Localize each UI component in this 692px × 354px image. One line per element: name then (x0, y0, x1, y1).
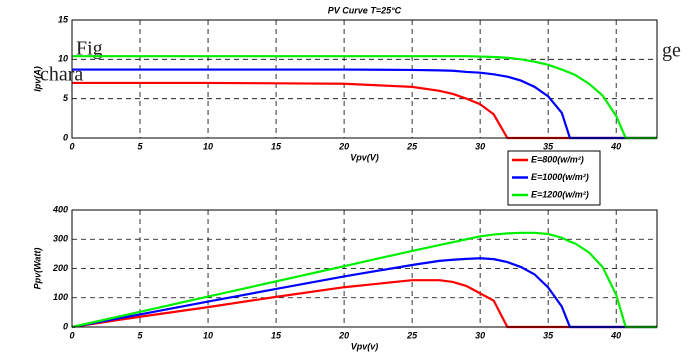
series-line (72, 81, 657, 140)
y-tick-label: 5 (63, 93, 69, 103)
x-tick-label: 5 (138, 330, 144, 340)
x-tick-label: 15 (271, 141, 282, 151)
x-tick-label: 15 (271, 330, 282, 340)
x-tick-label: 5 (138, 141, 144, 151)
legend-label: E=1000(w/m²) (531, 172, 589, 182)
caption-fragment: Fig (76, 38, 103, 60)
x-tick-label: 40 (610, 330, 621, 340)
x-axis-label: Vpv(v) (351, 341, 379, 351)
x-tick-label: 30 (475, 330, 485, 340)
y-tick-label: 15 (58, 14, 69, 24)
y-tick-label: 10 (58, 54, 68, 64)
y-tick-label: 300 (53, 234, 68, 244)
y-tick-label: 0 (63, 132, 68, 142)
y-axis-label: Ppv(Watt) (32, 248, 42, 290)
x-tick-label: 25 (406, 330, 418, 340)
plot-frame (71, 209, 658, 328)
x-tick-label: 35 (543, 330, 554, 340)
x-tick-label: 10 (203, 141, 213, 151)
legend-label: E=800(w/m²) (531, 154, 584, 164)
y-tick-label: 400 (52, 204, 68, 214)
plot-frame (71, 19, 658, 139)
y-tick-label: 200 (52, 263, 68, 273)
series-line (72, 55, 657, 140)
x-tick-label: 10 (203, 330, 213, 340)
x-tick-label: 25 (406, 141, 418, 151)
x-tick-label: 35 (543, 141, 554, 151)
y-tick-label: 100 (53, 292, 68, 302)
y-tick-label: 0 (63, 321, 68, 331)
x-tick-label: 20 (338, 141, 349, 151)
series-line (71, 279, 657, 329)
x-tick-label: 30 (475, 141, 485, 151)
x-tick-label: 0 (69, 141, 74, 151)
series-line (72, 68, 657, 140)
x-tick-label: 40 (610, 141, 621, 151)
series-line (71, 231, 657, 329)
y-axis-label: Ipv(A) (32, 66, 42, 92)
chart-title: PV Curve T=25°C (328, 5, 402, 15)
legend-label: E=1200(w/m²) (531, 189, 589, 199)
x-tick-label: 20 (338, 330, 349, 340)
x-tick-label: 0 (69, 330, 74, 340)
x-axis-label: Vpv(V) (350, 152, 379, 162)
caption-fragment: ge (662, 40, 681, 62)
